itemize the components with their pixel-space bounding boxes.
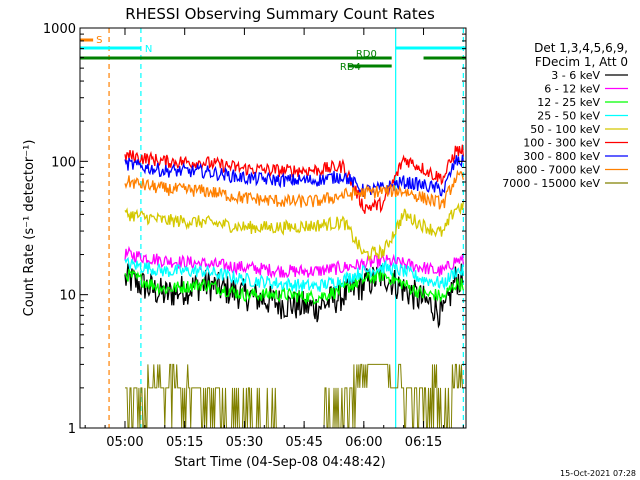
state-bars-layer: S N RD0 RD4 (80, 35, 466, 73)
y-tick-label: 1 (68, 422, 76, 437)
series-line-9 (125, 363, 464, 429)
timestamp: 15-Oct-2021 07:28 (560, 469, 636, 478)
series-line-6 (124, 144, 464, 214)
x-tick-label: 05:00 (106, 435, 143, 450)
marker-layer (108, 28, 464, 428)
legend-label: 6 - 12 keV (544, 83, 600, 96)
axes-layer: 05:00 05:15 05:30 05:45 06:00 06:15 1 10 100 1000 (43, 22, 466, 450)
x-tick-label: 05:15 (166, 435, 203, 450)
series-layer (124, 144, 464, 429)
series-line-8 (124, 169, 464, 210)
legend-header-line-1: Det 1,3,4,5,6,9, (534, 41, 628, 55)
series-line-7 (124, 154, 464, 198)
series-line-4 (124, 256, 464, 293)
legend-label: 300 - 800 keV (523, 150, 600, 163)
chart-title: RHESSI Observing Summary Count Rates (125, 5, 435, 23)
y-tick-label: 1000 (43, 22, 76, 37)
plot-frame (79, 27, 467, 429)
series-line-3 (124, 267, 464, 306)
state-label-n: N (145, 44, 152, 55)
x-tick-label: 06:00 (345, 435, 382, 450)
series-line-5 (124, 201, 464, 262)
x-tick-label: 05:45 (285, 435, 322, 450)
state-label-rd0: RD0 (356, 49, 377, 60)
x-tick-label: 06:15 (405, 435, 442, 450)
legend-label: 25 - 50 keV (537, 110, 600, 123)
legend-label: 800 - 7000 keV (516, 164, 600, 177)
state-label-s: S (96, 35, 102, 46)
legend-label: 50 - 100 keV (530, 123, 600, 136)
x-axis-label: Start Time (04-Sep-08 04:48:42) (174, 455, 385, 470)
x-tick-label: 05:30 (226, 435, 263, 450)
legend-label: 3 - 6 keV (551, 69, 600, 82)
legend-label: 7000 - 15000 keV (502, 177, 600, 190)
series-line-1 (124, 263, 464, 329)
legend-header-line-2: FDecim 1, Att 0 (535, 55, 628, 69)
legend-label: 12 - 25 keV (537, 96, 600, 109)
y-axis-label: Count Rate (s⁻¹ detector⁻¹) (22, 140, 37, 317)
legend: Det 1,3,4,5,6,9, FDecim 1, Att 0 3 - 6 k… (502, 41, 628, 190)
legend-label: 100 - 300 keV (523, 137, 600, 150)
state-label-rd4: RD4 (340, 62, 361, 73)
y-tick-label: 10 (59, 289, 76, 304)
y-tick-label: 100 (51, 155, 76, 170)
